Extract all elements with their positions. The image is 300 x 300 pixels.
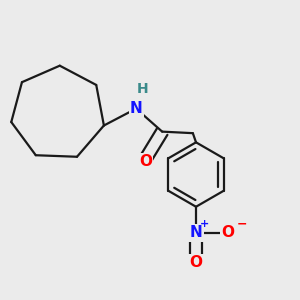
Text: O: O — [190, 255, 202, 270]
Text: N: N — [130, 101, 142, 116]
Text: −: − — [237, 218, 247, 231]
Text: H: H — [137, 82, 149, 96]
Text: N: N — [190, 225, 202, 240]
Text: +: + — [200, 219, 209, 229]
Text: O: O — [222, 225, 235, 240]
Text: O: O — [139, 154, 152, 169]
